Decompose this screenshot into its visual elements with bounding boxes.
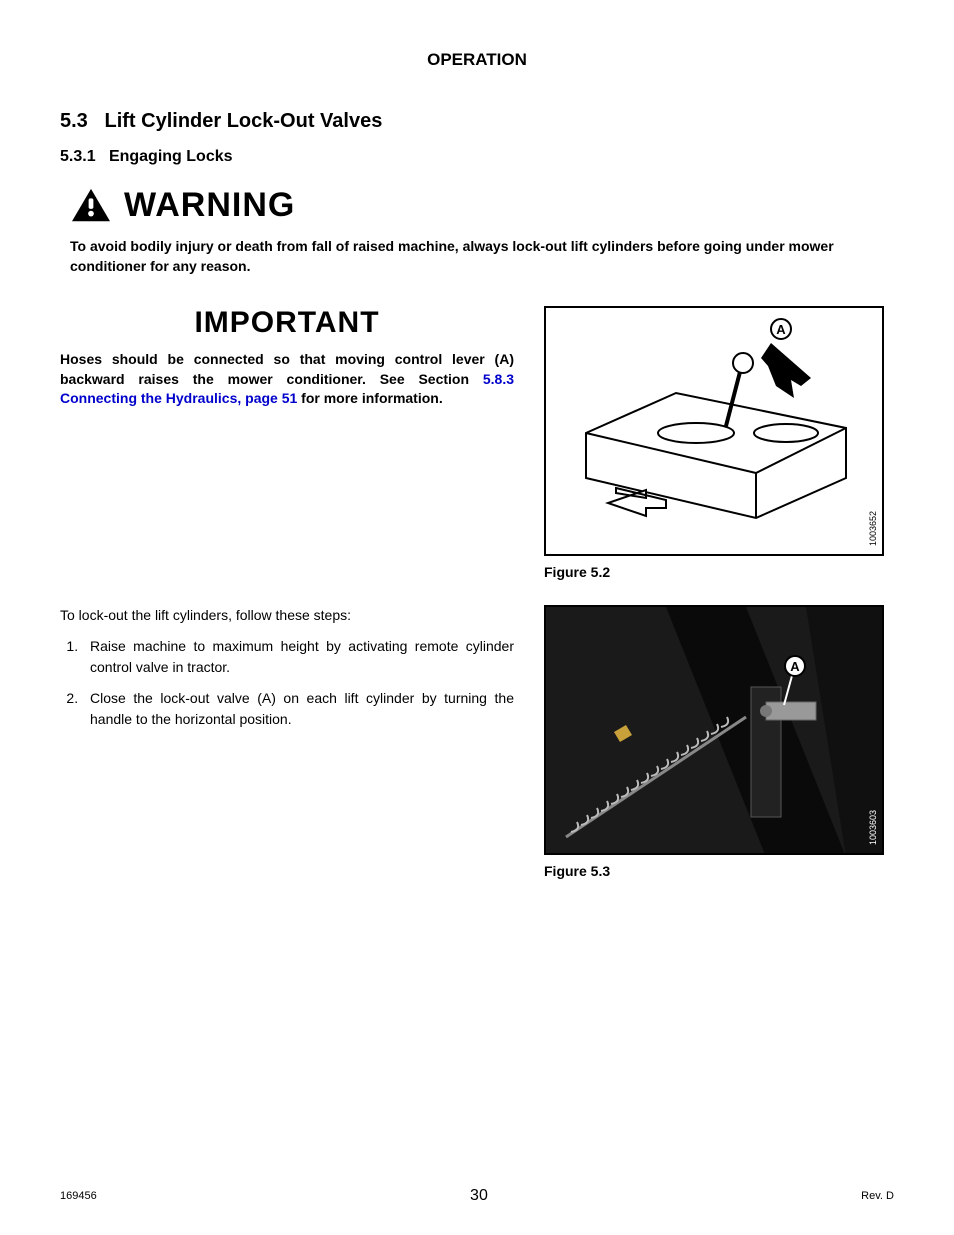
- important-text-pre: Hoses should be connected so that moving…: [60, 351, 514, 387]
- figure-5-2-image-id: 1003652: [868, 511, 878, 546]
- important-text-post: for more information.: [297, 390, 442, 406]
- figure-5-2-caption: Figure 5.2: [544, 564, 894, 580]
- step-1: Raise machine to maximum height by activ…: [82, 636, 514, 678]
- figure-5-2: A 1003652: [544, 306, 884, 556]
- important-row: IMPORTANT Hoses should be connected so t…: [60, 306, 894, 580]
- warning-text: To avoid bodily injury or death from fal…: [70, 237, 884, 276]
- figure-5-3-image-id: 1003603: [868, 810, 878, 845]
- subsection-number: 5.3.1: [60, 148, 96, 165]
- section-title: Lift Cylinder Lock-Out Valves: [104, 110, 382, 132]
- subsection-title: Engaging Locks: [109, 148, 233, 165]
- warning-label: WARNING: [124, 186, 295, 225]
- important-text: Hoses should be connected so that moving…: [60, 350, 514, 409]
- instructions-lead: To lock-out the lift cylinders, follow t…: [60, 605, 514, 626]
- section-heading: 5.3 Lift Cylinder Lock-Out Valves: [60, 110, 894, 133]
- steps-row: To lock-out the lift cylinders, follow t…: [60, 605, 894, 879]
- figure-5-2-drawing: [546, 308, 884, 556]
- footer-revision: Rev. D: [861, 1190, 894, 1202]
- warning-block: WARNING: [70, 186, 894, 225]
- figure-5-3-caption: Figure 5.3: [544, 863, 894, 879]
- figure-5-3: A 1003603: [544, 605, 884, 855]
- step-2: Close the lock-out valve (A) on each lif…: [82, 688, 514, 730]
- subsection-heading: 5.3.1 Engaging Locks: [60, 148, 894, 166]
- footer-page-number: 30: [470, 1187, 488, 1205]
- footer-doc-id: 169456: [60, 1190, 97, 1202]
- figure-5-3-photo: [546, 607, 884, 855]
- page-header: OPERATION: [60, 50, 894, 70]
- warning-icon: [70, 187, 112, 225]
- section-number: 5.3: [60, 110, 88, 132]
- page-footer: 169456 30 Rev. D: [60, 1187, 894, 1205]
- important-label: IMPORTANT: [60, 306, 514, 340]
- steps-list: Raise machine to maximum height by activ…: [60, 636, 514, 730]
